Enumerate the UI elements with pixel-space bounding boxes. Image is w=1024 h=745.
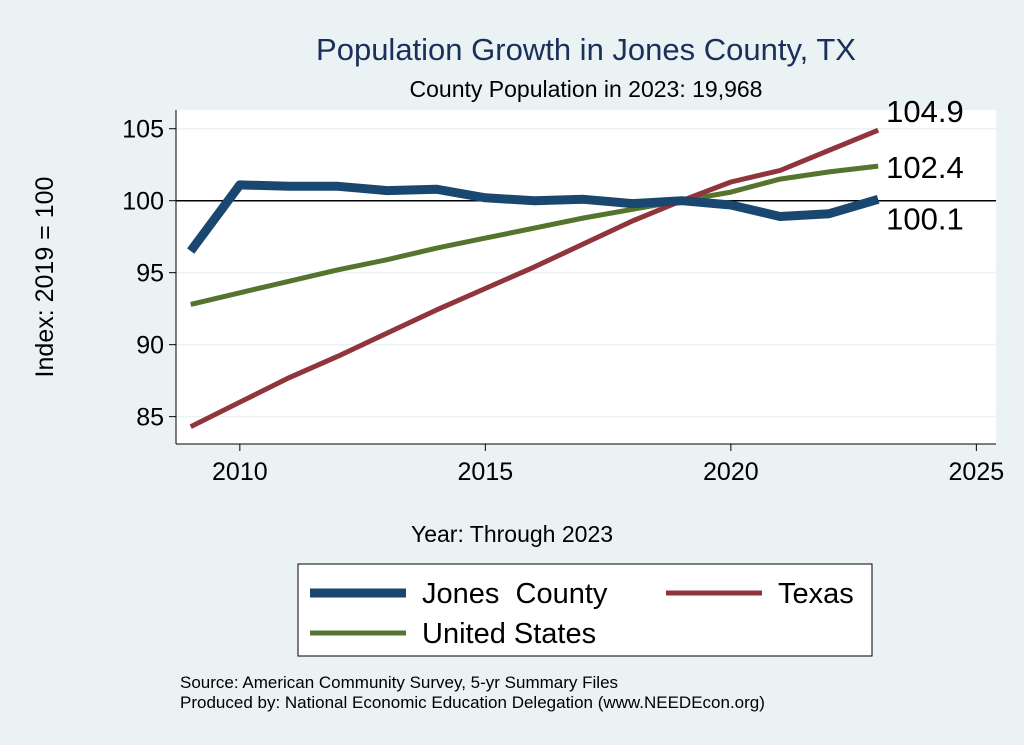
y-tick-label: 105: [122, 116, 164, 144]
y-tick-label: 95: [136, 260, 164, 288]
y-tick-label: 85: [136, 404, 164, 432]
end-label-1: 104.9: [886, 94, 964, 129]
legend-label-2: United States: [422, 618, 596, 650]
producer-note: Produced by: National Economic Education…: [180, 693, 765, 712]
source-note: Source: American Community Survey, 5-yr …: [180, 673, 618, 692]
x-tick-label: 2015: [458, 458, 514, 486]
x-tick-label: 2020: [703, 458, 759, 486]
y-axis-ticks: 85 90 95 100 105: [122, 116, 176, 432]
y-tick-label: 90: [136, 332, 164, 360]
y-axis-title: Index: 2019 = 100: [31, 177, 59, 378]
x-axis-ticks: 2010 2015 2020 2025: [212, 444, 1004, 486]
x-tick-label: 2010: [212, 458, 268, 486]
chart-subtitle: County Population in 2023: 19,968: [410, 76, 763, 102]
end-label-2: 102.4: [886, 150, 964, 185]
y-tick-label: 100: [122, 188, 164, 216]
legend-label-0: Jones County: [422, 578, 608, 610]
x-axis-title: Year: Through 2023: [411, 521, 613, 547]
end-labels: 100.1 104.9 102.4: [886, 94, 964, 236]
series-group: [187, 127, 880, 429]
legend-label-1: Texas: [778, 578, 854, 610]
x-tick-label: 2025: [949, 458, 1005, 486]
legend: [297, 563, 873, 657]
end-label-0: 100.1: [886, 201, 964, 236]
legend-items: Jones County Texas United States: [310, 578, 854, 650]
chart-title: Population Growth in Jones County, TX: [316, 32, 856, 67]
